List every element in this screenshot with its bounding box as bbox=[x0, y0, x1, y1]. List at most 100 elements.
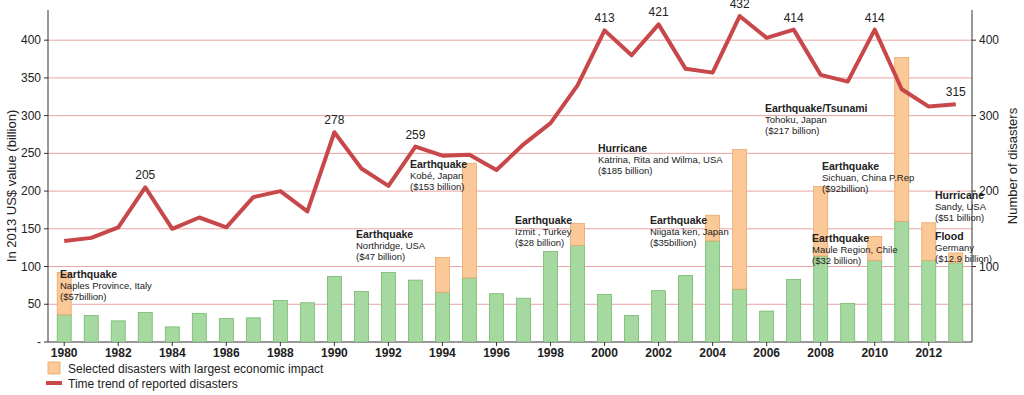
bar-highlight bbox=[381, 272, 395, 273]
legend-label: Selected disasters with largest economic… bbox=[68, 362, 324, 376]
bar-highlight bbox=[273, 300, 287, 301]
bar bbox=[922, 261, 936, 342]
bar-highlight bbox=[300, 302, 314, 303]
y-tick bbox=[44, 304, 48, 305]
y-tick-label: 300 bbox=[21, 109, 41, 123]
annotation: Germany bbox=[935, 242, 974, 253]
bar-highlight bbox=[760, 311, 774, 312]
annotation: ($153 billion) bbox=[410, 181, 464, 192]
annotation: Hurricane bbox=[598, 142, 647, 154]
x-tick-label: 1996 bbox=[483, 346, 510, 360]
data-label: 278 bbox=[324, 113, 344, 127]
y-tick-label: 200 bbox=[21, 184, 41, 198]
x-tick-label: 2006 bbox=[753, 346, 780, 360]
data-label: 421 bbox=[649, 5, 669, 19]
annotation: ($12.9 billion) bbox=[935, 253, 992, 264]
annotation: Kobé, Japan bbox=[410, 170, 463, 181]
y-tick-label: 150 bbox=[21, 222, 41, 236]
y2-tick bbox=[972, 40, 976, 41]
annotation: Earthquake bbox=[60, 268, 117, 280]
y-tick bbox=[44, 191, 48, 192]
annotation: Northridge, USA bbox=[356, 240, 426, 251]
x-tick-label: 1994 bbox=[429, 346, 456, 360]
annotation: ($47 billion) bbox=[356, 251, 405, 262]
x-tick-label: 2008 bbox=[807, 346, 834, 360]
data-label: 205 bbox=[135, 168, 155, 182]
annotation: ($92billion) bbox=[822, 183, 868, 194]
annotation: Earthquake bbox=[650, 214, 707, 226]
bar bbox=[544, 251, 558, 342]
legend-swatch bbox=[48, 362, 60, 374]
y-tick bbox=[44, 228, 48, 229]
x-tick-label: 1982 bbox=[105, 346, 132, 360]
bar bbox=[517, 298, 531, 342]
bar-highlight bbox=[462, 163, 476, 278]
y-tick-label: 100 bbox=[21, 260, 41, 274]
y-tick-label: 250 bbox=[21, 146, 41, 160]
x-tick-label: 2010 bbox=[861, 346, 888, 360]
annotation: Earthquake bbox=[822, 160, 879, 172]
annotation: Sichuan, China P.Rep bbox=[822, 172, 914, 183]
bar-highlight bbox=[733, 150, 747, 290]
bar bbox=[381, 273, 395, 342]
annotation: Flood bbox=[935, 230, 964, 242]
data-label: 414 bbox=[784, 11, 804, 25]
annotation: Hurricane bbox=[935, 189, 984, 201]
y-tick-label: 400 bbox=[21, 33, 41, 47]
data-label: 259 bbox=[405, 128, 425, 142]
bar-highlight bbox=[165, 326, 179, 327]
bar bbox=[327, 276, 341, 342]
y-tick bbox=[44, 153, 48, 154]
annotation: ($35billion) bbox=[650, 237, 696, 248]
annotation: Niigata ken, Japan bbox=[650, 226, 729, 237]
bar bbox=[868, 261, 882, 342]
grid-line bbox=[48, 228, 972, 229]
y2-tick-label: 300 bbox=[979, 109, 999, 123]
bar-highlight bbox=[922, 223, 936, 261]
annotation: ($57billion) bbox=[60, 291, 106, 302]
bar bbox=[57, 315, 71, 342]
y-tick-label: - bbox=[37, 335, 41, 349]
bar bbox=[895, 221, 909, 342]
y-tick bbox=[44, 115, 48, 116]
bar bbox=[435, 292, 449, 342]
bar bbox=[949, 263, 963, 342]
y-tick bbox=[44, 342, 48, 343]
y-axis-title: In 2013 US$ value (billion) bbox=[4, 110, 19, 262]
x-tick-label: 1988 bbox=[267, 346, 294, 360]
annotation: ($51 billion) bbox=[935, 212, 984, 223]
bar-highlight bbox=[408, 280, 422, 281]
annotation: ($217 billion) bbox=[765, 125, 819, 136]
bar bbox=[246, 318, 260, 342]
y-tick-label: 50 bbox=[28, 297, 42, 311]
bar bbox=[760, 311, 774, 342]
bar-highlight bbox=[84, 315, 98, 316]
bar bbox=[679, 276, 693, 342]
bar bbox=[300, 303, 314, 342]
bar bbox=[408, 280, 422, 342]
bar-highlight bbox=[571, 224, 585, 246]
bar bbox=[733, 289, 747, 342]
bar-highlight bbox=[192, 313, 206, 314]
bar bbox=[192, 313, 206, 342]
data-label: 414 bbox=[865, 11, 885, 25]
y2-axis bbox=[972, 10, 973, 342]
bar bbox=[571, 245, 585, 342]
annotation: Izmit , Turkey bbox=[515, 226, 572, 237]
legend-swatch bbox=[46, 381, 62, 385]
bar-highlight bbox=[679, 275, 693, 276]
bar bbox=[841, 304, 855, 342]
bar bbox=[165, 327, 179, 342]
bar-highlight bbox=[219, 318, 233, 319]
bar-highlight bbox=[435, 257, 449, 292]
y2-tick bbox=[972, 115, 976, 116]
labels: 205278259413421432414414315 bbox=[135, 0, 966, 182]
bar bbox=[219, 319, 233, 342]
grid-line bbox=[48, 115, 972, 116]
annotation: ($28 billion) bbox=[515, 237, 564, 248]
y-tick-label: 350 bbox=[21, 71, 41, 85]
grid-line bbox=[48, 266, 972, 267]
y2-tick-label: 400 bbox=[979, 33, 999, 47]
bar bbox=[462, 278, 476, 342]
grid-line bbox=[48, 153, 972, 154]
